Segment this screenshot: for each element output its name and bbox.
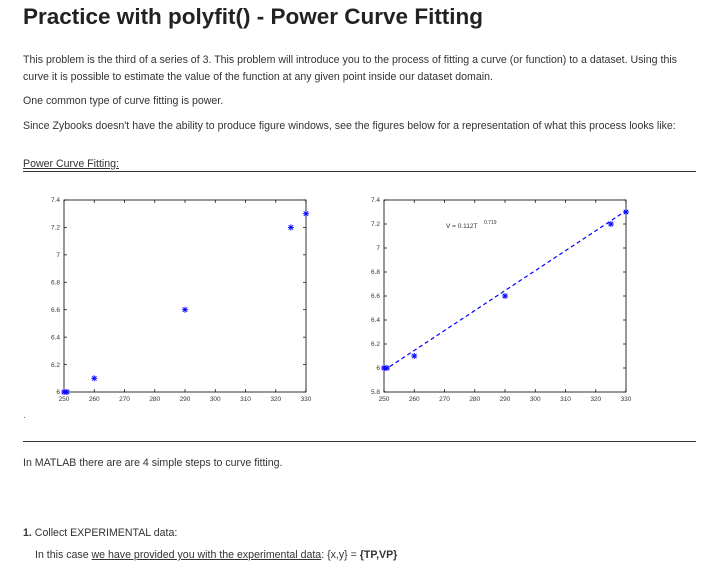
data-point-marker	[502, 293, 508, 299]
x-tick-label: 270	[119, 396, 130, 403]
y-tick-label: 7.2	[51, 225, 60, 232]
data-point-marker	[384, 365, 391, 371]
section-label: Power Curve Fitting:	[23, 158, 119, 170]
y-tick-label: 7	[56, 252, 60, 259]
y-tick-label: 7.4	[51, 197, 60, 204]
y-tick-label: 6.8	[371, 269, 380, 276]
step-1-link[interactable]: we have provided you with the experiment…	[91, 549, 322, 561]
x-tick-label: 300	[210, 396, 221, 403]
y-tick-label: 6.8	[51, 279, 60, 286]
step-1-number: 1.	[23, 527, 32, 539]
y-tick-label: 6.4	[371, 317, 380, 324]
step-1-heading: 1. Collect EXPERIMENTAL data:	[23, 527, 177, 539]
step-1-title: Collect EXPERIMENTAL data:	[34, 527, 178, 539]
x-tick-label: 250	[59, 396, 70, 403]
x-tick-label: 290	[500, 396, 511, 403]
x-tick-label: 280	[149, 396, 160, 403]
data-point-marker	[91, 375, 98, 382]
x-tick-label: 280	[469, 396, 480, 403]
y-tick-label: 6	[376, 365, 380, 372]
step-1-variables: {TP,VP}	[359, 549, 398, 561]
y-tick-label: 7.4	[371, 197, 380, 204]
x-tick-label: 260	[409, 396, 420, 403]
x-tick-label: 310	[240, 396, 251, 403]
intro-paragraph-1: This problem is the third of a series of…	[23, 54, 677, 83]
data-point-marker	[303, 210, 309, 217]
steps-intro: In MATLAB there are are 4 simple steps t…	[23, 457, 283, 469]
x-tick-label: 320	[590, 396, 601, 403]
x-tick-label: 290	[180, 396, 191, 403]
y-tick-label: 6.6	[51, 307, 60, 314]
divider-bottom	[23, 441, 696, 442]
y-tick-label: 6.6	[371, 293, 380, 300]
data-point-marker	[287, 224, 294, 231]
x-tick-label: 260	[89, 396, 100, 403]
data-point-marker	[607, 221, 614, 227]
step-1-text: In this case we have provided you with t…	[35, 549, 397, 561]
y-tick-label: 6.4	[51, 334, 60, 341]
x-tick-label: 300	[530, 396, 541, 403]
x-tick-label: 330	[621, 396, 632, 403]
figure-dot: .	[23, 410, 26, 421]
plot-area	[63, 199, 307, 393]
y-tick-label: 5.8	[371, 389, 380, 396]
y-tick-label: 7.2	[371, 221, 380, 228]
fit-equation-exponent: 0.719	[484, 220, 497, 226]
page-title: Practice with polyfit() - Power Curve Fi…	[23, 4, 484, 29]
y-tick-label: 7	[376, 245, 380, 252]
data-point-marker	[182, 306, 188, 313]
y-tick-label: 6.2	[51, 362, 60, 369]
x-tick-label: 320	[270, 396, 281, 403]
scatter-chart-left: 250 260 270 280 290 300 310 320 330 6 6.2 6.4 6.6 6.8…	[51, 197, 312, 403]
x-tick-label: 250	[379, 396, 390, 403]
y-tick-label: 6.2	[371, 341, 380, 348]
step-1-text-mid: : {x,y} =	[321, 549, 360, 561]
fitted-curve-chart-right: 250 260 270 280 290 300 310 320 330 5.8 6 6.2 6.4 6.6…	[371, 197, 632, 403]
fit-line	[383, 210, 627, 371]
x-tick-label: 310	[560, 396, 571, 403]
y-tick-label: 6	[56, 389, 60, 396]
x-tick-label: 330	[301, 396, 312, 403]
divider-top	[23, 171, 696, 172]
x-tick-label: 270	[439, 396, 450, 403]
data-point-marker	[64, 389, 71, 395]
step-1-text-prefix: In this case	[35, 549, 92, 561]
intro-paragraph-2: One common type of curve fitting is powe…	[23, 95, 224, 107]
data-point-marker	[623, 209, 629, 215]
intro-paragraph-3: Since Zybooks doesn't have the ability t…	[23, 120, 676, 132]
fit-equation: V = 0.112T	[446, 223, 478, 230]
data-point-marker	[411, 353, 418, 359]
